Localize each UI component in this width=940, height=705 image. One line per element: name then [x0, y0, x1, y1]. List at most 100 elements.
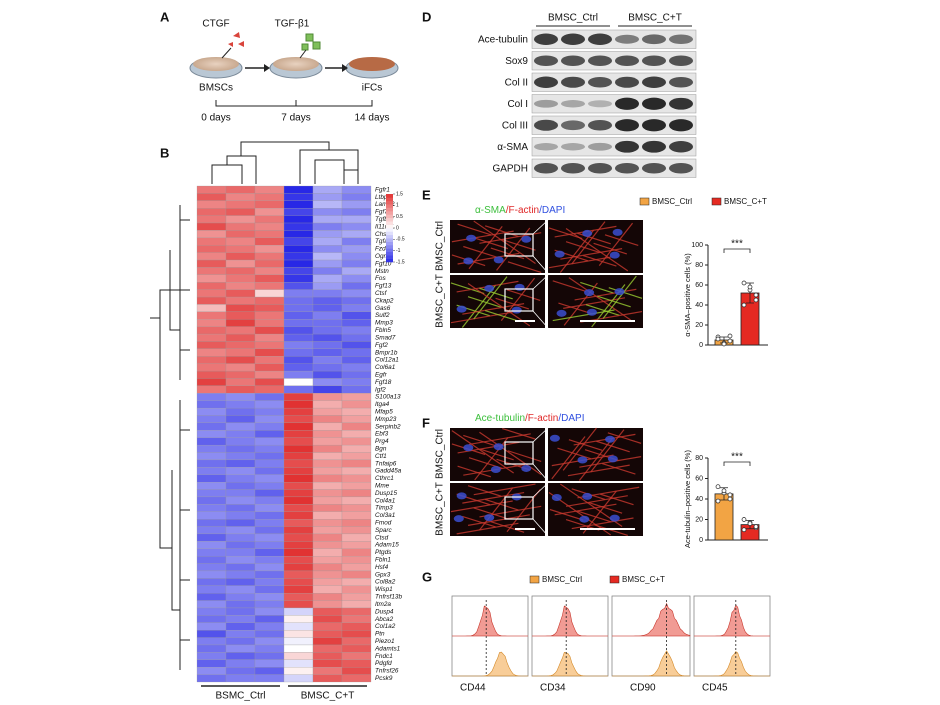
- data-point: [727, 333, 733, 339]
- heat-cell: [196, 370, 227, 379]
- heat-cell: [254, 585, 285, 594]
- data-point: [721, 341, 727, 347]
- micrograph: [450, 275, 545, 328]
- heat-cell: [341, 674, 372, 683]
- heat-cell: [254, 407, 285, 416]
- data-point: [753, 524, 759, 530]
- heat-cell: [254, 319, 285, 327]
- heat-cell: [225, 415, 256, 424]
- heat-cell: [312, 400, 343, 409]
- heat-cell: [283, 230, 314, 238]
- heat-cell: [283, 185, 314, 194]
- nucleus: [456, 492, 467, 500]
- heat-cell: [196, 459, 227, 468]
- fiber: [457, 223, 492, 236]
- y-tick-label: 0: [699, 342, 703, 349]
- data-point: [715, 336, 721, 342]
- heat-cell: [254, 563, 285, 572]
- data-point: [741, 280, 747, 286]
- heat-cell: [341, 644, 372, 653]
- heat-cell: [312, 526, 343, 535]
- heat-cell: [341, 570, 372, 579]
- nucleus: [493, 256, 504, 264]
- heat-cell: [341, 541, 372, 549]
- heat-cell: [283, 422, 314, 431]
- gene-label: Col3a1: [375, 512, 396, 519]
- heat-cell: [283, 363, 314, 372]
- row-label: BMSC_C+T: [435, 482, 446, 536]
- heat-cell: [341, 474, 372, 483]
- fiber: [571, 221, 606, 265]
- legend-label: BMSC_Ctrl: [652, 197, 692, 206]
- gene-label: Pcsk9: [375, 675, 393, 682]
- heat-cell: [196, 593, 227, 601]
- heat-cell: [196, 230, 227, 238]
- fiber: [582, 254, 617, 267]
- gene-label: Cthrc1: [375, 475, 394, 482]
- heat-cell: [341, 304, 372, 312]
- band: [588, 55, 612, 67]
- histogram-control: [532, 652, 608, 677]
- gene-label: Gadd45a: [375, 468, 402, 475]
- fiber: [607, 432, 642, 444]
- histogram-treated: [452, 605, 528, 637]
- heat-cell: [196, 674, 227, 683]
- gene-label: Fgf7: [375, 209, 388, 216]
- heat-cell: [283, 600, 314, 609]
- zoom-box: [504, 233, 534, 257]
- band: [615, 76, 639, 88]
- gene-label: Ctsd: [375, 534, 389, 541]
- heat-cell: [341, 385, 372, 394]
- heat-cell: [283, 556, 314, 564]
- heat-cell: [312, 444, 343, 453]
- gene-label: Smad7: [375, 334, 396, 341]
- heat-cell: [196, 348, 227, 357]
- scale-label: 0: [396, 225, 399, 231]
- gene-label: Col4a1: [375, 497, 396, 504]
- ctgf-icon: [228, 32, 244, 47]
- heat-cell: [312, 370, 343, 379]
- timeline: [215, 100, 373, 107]
- band: [669, 55, 693, 67]
- heat-cell: [341, 267, 372, 275]
- heat-cell: [225, 385, 256, 394]
- fiber: [451, 430, 514, 474]
- heat-cell: [254, 644, 285, 653]
- legend-label: BMSC_C+T: [622, 575, 665, 584]
- data-point: [753, 292, 759, 298]
- protein-label: Sox9: [505, 56, 528, 67]
- gene-label: Sulf2: [375, 312, 390, 319]
- gene-label: Col6a1: [375, 364, 396, 371]
- heat-cell: [341, 252, 372, 261]
- protein-label: Col II: [505, 77, 528, 88]
- heat-cell: [283, 356, 314, 364]
- y-tick-label: 40: [695, 496, 703, 503]
- heat-cell: [283, 533, 314, 542]
- heat-cell: [254, 237, 285, 246]
- heat-cell: [312, 185, 343, 194]
- heat-cell: [225, 615, 256, 623]
- heat-cell: [196, 563, 227, 572]
- heat-cell: [341, 556, 372, 564]
- gene-label: Bmpr1b: [375, 349, 398, 356]
- heat-cell: [254, 363, 285, 372]
- gene-label: Fgf18: [375, 379, 392, 386]
- nucleus: [511, 306, 522, 314]
- heat-cell: [254, 667, 285, 675]
- scale-label: 0.5: [396, 214, 403, 220]
- heat-cell: [225, 319, 256, 327]
- nucleus: [586, 308, 597, 316]
- y-tick-label: 60: [695, 475, 703, 482]
- heat-cell: [283, 622, 314, 631]
- nucleus: [456, 305, 467, 313]
- heat-cell: [254, 548, 285, 557]
- heat-cell: [341, 400, 372, 409]
- y-tick-label: 40: [695, 302, 703, 309]
- marker-label: CD45: [702, 683, 728, 694]
- gene-label: Fmod: [375, 520, 392, 527]
- gene-label: Col12a1: [375, 357, 399, 364]
- histogram-control: [452, 651, 529, 677]
- fiber: [560, 248, 623, 260]
- heat-cell: [225, 259, 256, 268]
- fiber: [450, 282, 485, 295]
